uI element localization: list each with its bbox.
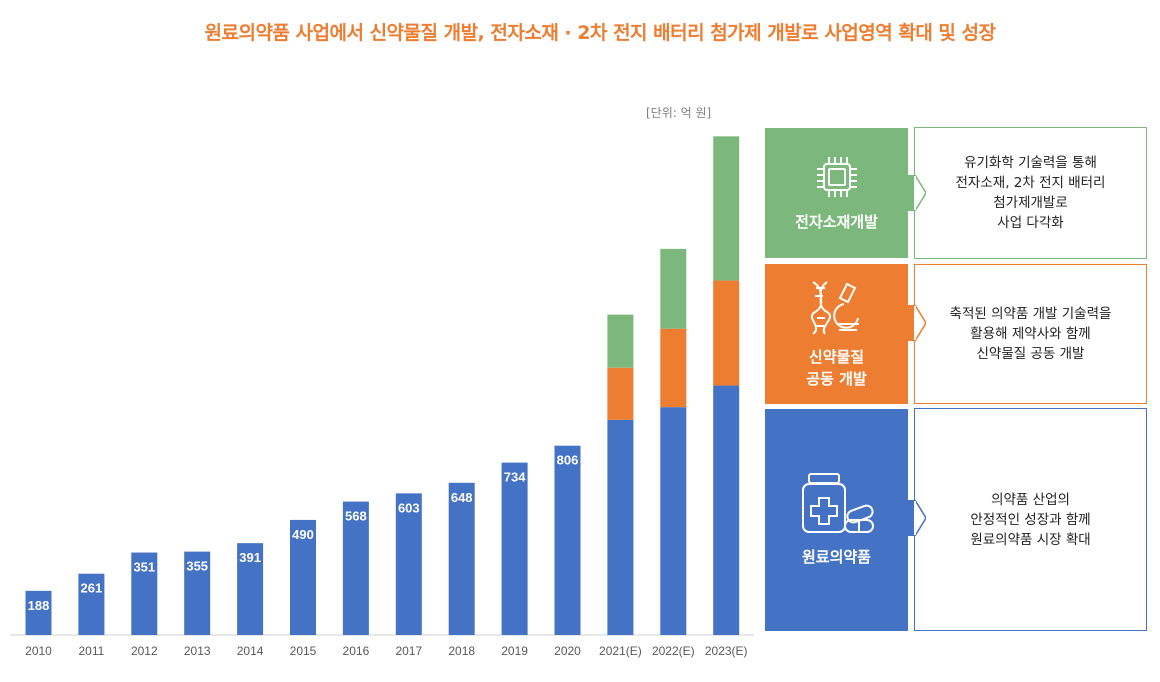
chart-title: 원료의약품 사업에서 신약물질 개발, 전자소재 · 2차 전지 배터리 첨가제…: [204, 22, 996, 44]
bar-electronic-2023(E): [713, 136, 740, 281]
pointer-arrow: [906, 175, 926, 211]
bar-raw-pharma-2021(E): [607, 419, 634, 635]
bar-raw-pharma-2016: [342, 501, 369, 635]
bar-new-drug-2022(E): [660, 328, 687, 408]
bar-electronic-2021(E): [607, 314, 634, 368]
panel-newdrug-label: 신약물질 공동 개발: [806, 348, 867, 388]
desc-line: 첨가제개발로: [993, 195, 1068, 211]
desc-line: 축적된 의약품 개발 기술력을: [949, 306, 1112, 322]
x-tick-label: 2010: [25, 644, 52, 658]
panel-electronic-tile: 전자소재개발: [765, 128, 908, 258]
x-tick-label: 2016: [343, 644, 370, 658]
panel-pharma-desc: 의약품 산업의 안정적인 성장과 함께 원료의약품 시장 확대: [914, 408, 1147, 631]
x-tick-label: 2012: [131, 644, 158, 658]
data-label: 391: [239, 550, 261, 565]
bar-raw-pharma-2022(E): [660, 407, 687, 635]
x-tick-label: 2021(E): [599, 644, 642, 658]
data-label: 648: [451, 490, 473, 505]
x-tick-label: 2022(E): [652, 644, 695, 658]
bar-raw-pharma-2012: [131, 552, 158, 635]
bar-new-drug-2021(E): [607, 367, 634, 420]
x-tick-label: 2020: [554, 644, 581, 658]
bar-raw-pharma-2020: [554, 445, 581, 635]
data-label: 734: [504, 470, 526, 485]
chip-icon: [816, 157, 857, 197]
desc-line: 의약품 산업의: [991, 491, 1070, 508]
pointer-arrow: [906, 305, 926, 341]
bar-raw-pharma-2018: [448, 482, 475, 635]
bar-electronic-2022(E): [660, 248, 687, 329]
unit-label: [단위: 억 원]: [646, 106, 712, 120]
x-tick-label: 2011: [78, 644, 104, 658]
desc-line: 사업 다각화: [997, 215, 1064, 231]
bar-raw-pharma-2010: [25, 590, 52, 635]
bar-raw-pharma-2019: [501, 462, 528, 635]
data-label: 355: [186, 559, 208, 574]
bar-raw-pharma-2015: [290, 519, 316, 635]
x-tick-label: 2013: [184, 644, 211, 658]
bar-raw-pharma-2017: [395, 493, 422, 635]
panel-newdrug-desc: 축적된 의약품 개발 기술력을 활용해 제약사와 함께 신약물질 공동 개발: [914, 264, 1147, 404]
dna-microscope-icon: [810, 281, 859, 335]
x-tick-label: 2018: [448, 644, 475, 658]
medicine-bottle-icon: [801, 473, 874, 533]
panel-newdrug-tile: 신약물질 공동 개발: [765, 264, 908, 404]
x-tick-label: 2015: [290, 644, 317, 658]
data-label: 188: [28, 598, 50, 613]
data-label: 806: [557, 453, 579, 468]
desc-line: 원료의약품 시장 확대: [970, 531, 1091, 548]
data-label: 568: [345, 509, 367, 524]
desc-line: 활용해 제약사와 함께: [970, 326, 1091, 342]
bar-raw-pharma-2023(E): [713, 385, 740, 635]
data-label: 351: [133, 560, 155, 575]
x-tick-label: 2014: [237, 644, 264, 658]
desc-line: 신약물질 공동 개발: [976, 346, 1085, 362]
bar-raw-pharma-2014: [237, 543, 264, 635]
panel-pharma-label: 원료의약품: [801, 548, 871, 566]
data-label: 603: [398, 500, 420, 515]
data-label: 490: [292, 527, 314, 542]
x-tick-label: 2023(E): [705, 644, 748, 658]
stacked-bar-chart: 2010 2011 2012 2013 2014 2015 2016 2017 2018 2019…: [10, 136, 754, 658]
panel-pharma-tile: 원료의약품: [765, 409, 908, 631]
bar-raw-pharma-2013: [184, 551, 211, 635]
panel-electronic-desc: 유기화학 기술력을 통해 전자소재, 2차 전지 배터리 첨가제개발로 사업 다…: [914, 127, 1147, 259]
bar-new-drug-2023(E): [713, 280, 740, 386]
bar-raw-pharma-2011: [78, 573, 105, 635]
data-label: 261: [81, 581, 103, 596]
x-tick-label: 2017: [395, 644, 422, 658]
desc-line: 안정적인 성장과 함께: [970, 511, 1091, 528]
desc-line: 전자소재, 2차 전지 배터리: [955, 175, 1106, 191]
x-tick-label: 2019: [501, 644, 528, 658]
pointer-arrow: [906, 500, 926, 536]
panel-electronic-label: 전자소재개발: [795, 213, 878, 231]
desc-line: 유기화학 기술력을 통해: [964, 155, 1097, 171]
